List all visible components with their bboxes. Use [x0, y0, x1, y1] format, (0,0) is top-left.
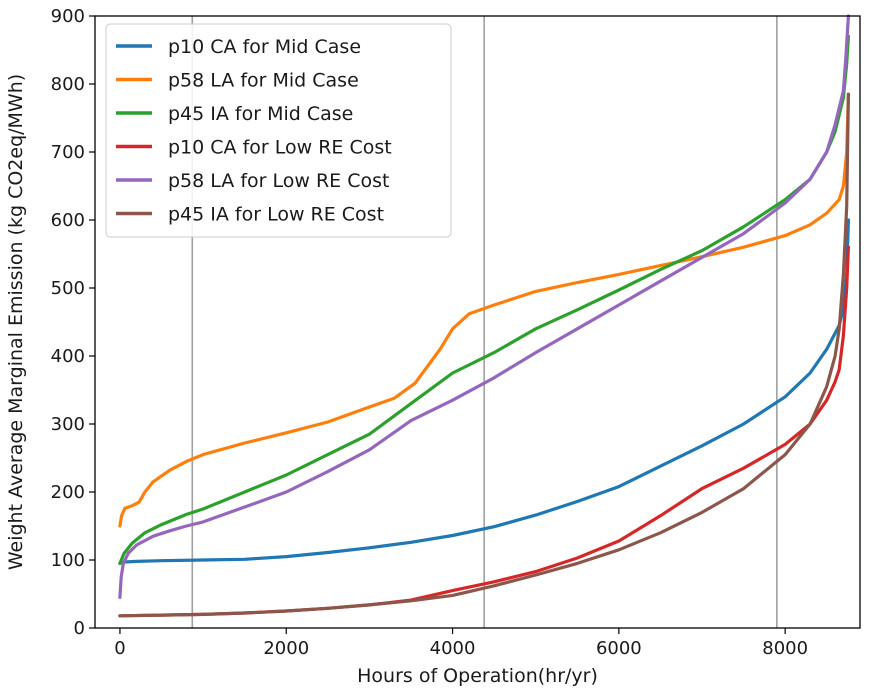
legend-label-3: p10 CA for Low RE Cost — [168, 137, 392, 159]
legend-label-4: p58 LA for Low RE Cost — [168, 170, 389, 192]
y-tick-label-0: 0 — [74, 618, 85, 639]
legend-label-1: p58 LA for Mid Case — [168, 70, 359, 92]
legend-label-2: p45 IA for Mid Case — [168, 103, 353, 125]
x-tick-label-2: 4000 — [430, 638, 476, 659]
x-tick-label-1: 2000 — [263, 638, 309, 659]
y-axis-ticks: 0 100 200 300 400 500 600 700 800 900 — [51, 6, 95, 639]
y-tick-label-1: 100 — [51, 550, 85, 571]
x-axis-label: Hours of Operation(hr/yr) — [357, 665, 598, 687]
y-tick-label-6: 600 — [51, 210, 85, 231]
y-tick-label-2: 200 — [51, 482, 85, 503]
series-line-4 — [118, 14, 850, 599]
y-axis-label: Weight Average Marginal Emission (kg CO2… — [5, 74, 27, 570]
y-tick-label-9: 900 — [51, 6, 85, 27]
series-line-1 — [118, 92, 850, 528]
legend-label-5: p45 IA for Low RE Cost — [168, 204, 384, 226]
x-tick-label-4: 8000 — [762, 638, 808, 659]
y-tick-label-4: 400 — [51, 346, 85, 367]
legend: p10 CA for Mid Case p58 LA for Mid Case p4… — [105, 23, 452, 238]
x-tick-label-0: 0 — [114, 638, 125, 659]
y-tick-label-5: 500 — [51, 278, 85, 299]
plot-frame — [94, 15, 861, 629]
y-tick-label-7: 700 — [51, 142, 85, 163]
legend-label-0: p10 CA for Mid Case — [168, 36, 361, 58]
series-line-5 — [118, 92, 850, 618]
y-tick-label-3: 300 — [51, 414, 85, 435]
x-tick-label-3: 6000 — [596, 638, 642, 659]
legend-box — [105, 23, 452, 238]
x-axis-ticks: 0 2000 4000 6000 8000 — [114, 628, 808, 659]
series-lines — [118, 14, 850, 618]
series-line-0 — [118, 218, 850, 565]
y-tick-label-8: 800 — [51, 74, 85, 95]
